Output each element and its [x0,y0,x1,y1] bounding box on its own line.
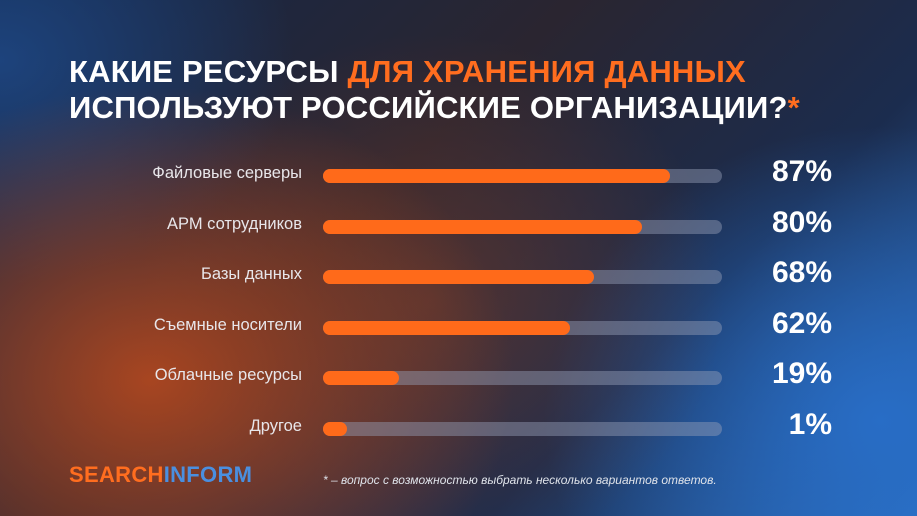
bar [323,270,595,284]
value-label: 62% [771,306,832,340]
brand-logo: SEARCHINFORM [69,462,252,488]
category-label: Базы данных [201,265,302,283]
category-label: Съемные носители [153,315,302,334]
title-line-2: ИСПОЛЬЗУЮТ РОССИЙСКИЕ ОРГАНИЗАЦИИ?* [69,90,800,126]
footnote: * – вопрос с возможностью выбрать нескол… [323,473,717,487]
value-label: 80% [771,205,832,239]
value-label: 1% [788,407,832,441]
title-line-1: КАКИЕ РЕСУРСЫ ДЛЯ ХРАНЕНИЯ ДАННЫХ [69,54,800,90]
title-text-white: КАКИЕ РЕСУРСЫ [69,54,348,89]
value-label: 68% [771,256,832,289]
chart-title: КАКИЕ РЕСУРСЫ ДЛЯ ХРАНЕНИЯ ДАННЫХ ИСПОЛЬ… [69,54,800,126]
chart-row: Облачные ресурсы 19% [0,357,917,392]
bar-track [323,169,722,183]
title-text-white-2: ИСПОЛЬЗУЮТ РОССИЙСКИЕ ОРГАНИЗАЦИИ? [69,90,788,125]
bar-track [323,219,722,234]
bar [323,169,671,183]
chart-row: Другое 1% [0,408,917,443]
value-label: 19% [771,357,832,390]
chart-row: АРМ сотрудников 80% [0,206,917,241]
bar [323,371,399,385]
bar-track [323,371,722,385]
bar-track [323,270,722,284]
category-label: Облачные ресурсы [154,366,302,384]
bar [323,219,643,234]
value-label: 87% [771,155,832,188]
title-asterisk: * [787,90,800,125]
category-label: Файловые серверы [152,164,302,182]
chart-row: Базы данных 68% [0,256,917,291]
bar-track [323,320,722,335]
bar [323,421,347,436]
chart-row: Съемные носители 62% [0,307,917,342]
bar [323,320,571,335]
logo-part-search: SEARCH [69,462,164,487]
title-text-highlight: ДЛЯ ХРАНЕНИЯ ДАННЫХ [347,54,746,89]
chart-row: Файловые серверы 87% [0,155,917,190]
category-label: АРМ сотрудников [167,214,302,233]
category-label: Другое [249,416,302,435]
logo-part-inform: INFORM [163,462,253,487]
bar-track [323,421,722,436]
